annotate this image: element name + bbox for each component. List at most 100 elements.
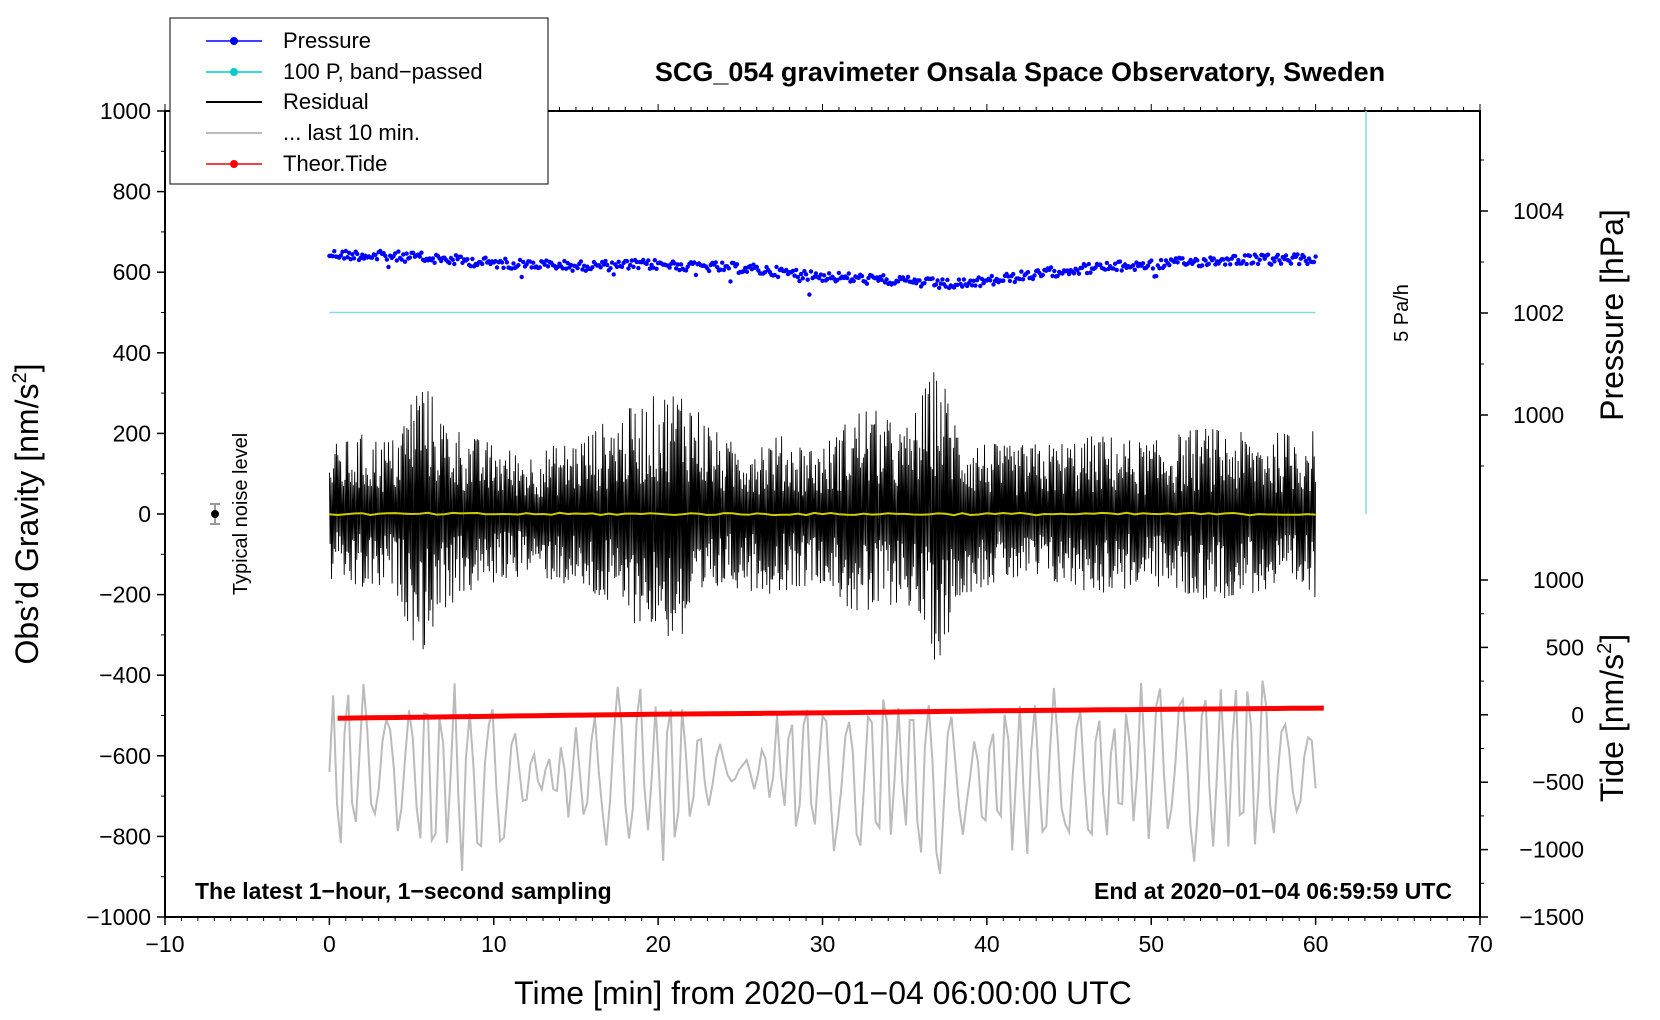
pressure-point <box>1257 257 1262 262</box>
pressure-point <box>598 265 603 270</box>
pressure-point <box>1265 252 1271 257</box>
pressure-point <box>1313 254 1318 259</box>
noise-level-label: Typical noise level <box>230 433 252 595</box>
pressure-point <box>971 278 976 283</box>
pressure-point <box>937 285 942 290</box>
pressure-point <box>1175 260 1180 265</box>
pressure-point <box>407 255 413 260</box>
y-axis-left-label-main: Obs’d Gravity [nm/s <box>9 384 45 665</box>
legend-label-pressure: Pressure <box>283 28 371 53</box>
pressure-point <box>517 257 523 263</box>
pressure-point <box>453 253 459 258</box>
pressure-point <box>603 258 608 264</box>
pressure-point <box>527 259 533 264</box>
pressure-point <box>734 262 740 267</box>
pressure-point <box>813 271 819 276</box>
pressure-point <box>470 256 475 262</box>
pressure-point <box>647 266 653 271</box>
pressure-point <box>797 278 802 284</box>
x-tick-label: 0 <box>323 931 336 957</box>
pressure-point <box>988 278 993 283</box>
pressure-point <box>1012 279 1017 285</box>
pressure-point <box>812 274 817 280</box>
pressure-point <box>1226 257 1231 262</box>
pressure-point <box>624 259 630 264</box>
pressure-point <box>458 254 464 259</box>
pressure-point <box>580 267 585 272</box>
legend-item-last10: ... last 10 min. <box>206 120 420 145</box>
pressure-point <box>807 292 812 297</box>
pressure-point <box>718 267 723 272</box>
y-left-tick-label: 1000 <box>100 98 151 124</box>
pressure-point <box>516 263 521 268</box>
pressure-point <box>343 248 348 254</box>
x-tick-label: 50 <box>1138 931 1164 957</box>
pressure-point <box>1211 256 1216 261</box>
pressure-point <box>1234 261 1239 266</box>
pressure-point <box>728 279 733 284</box>
pressure-point <box>1131 263 1136 268</box>
pressure-tick-label: 1004 <box>1513 198 1564 224</box>
pressure-point <box>905 274 911 280</box>
pressure-point <box>636 265 641 271</box>
pressure-point <box>790 268 796 274</box>
pressure-point <box>1025 270 1031 275</box>
pressure-point <box>1111 266 1116 271</box>
pressure-point <box>1254 254 1259 260</box>
series-residual-smoothed <box>329 511 1316 517</box>
pressure-point <box>674 266 679 271</box>
pressure-point <box>348 257 353 262</box>
pressure-point <box>1084 270 1090 276</box>
pressure-point <box>672 261 677 266</box>
pressure-point <box>956 277 962 282</box>
y-axis-tide-label-sup: 2 <box>1594 643 1616 654</box>
pressure-point <box>826 271 832 276</box>
y-axis-left-label: Obs’d Gravity [nm/s2] <box>9 364 45 665</box>
pressure-point <box>1242 253 1248 258</box>
pressure-point <box>619 264 625 269</box>
x-tick-label: 30 <box>810 931 836 957</box>
pressure-point <box>1149 258 1154 263</box>
pressure-point <box>570 268 575 273</box>
pressure-point <box>519 274 524 280</box>
pressure-point <box>499 260 505 265</box>
pressure-point <box>955 282 960 288</box>
tide-tick-label: 1000 <box>1533 567 1584 593</box>
pressure-point <box>330 254 335 259</box>
pressure-point <box>851 278 856 284</box>
pressure-point <box>845 275 850 281</box>
pressure-point <box>575 265 580 271</box>
pressure-point <box>562 258 567 264</box>
pressure-point <box>930 276 935 281</box>
x-tick-label: −10 <box>145 931 184 957</box>
pressure-point <box>1093 265 1098 270</box>
pressure-point <box>784 267 789 273</box>
pressure-point <box>749 267 754 272</box>
pressure-point <box>616 259 621 264</box>
pressure-point <box>468 263 473 269</box>
pressure-point <box>1162 263 1167 268</box>
tide-tick-label: 500 <box>1546 634 1584 660</box>
y-axis-tide-label: Tide [nm/s2] <box>1594 634 1630 802</box>
pressure-point <box>1157 266 1162 271</box>
pressure-point <box>744 269 750 274</box>
pressure-point <box>713 260 718 265</box>
pressure-point <box>1098 262 1103 267</box>
chart-title: SCG_054 gravimeter Onsala Space Observat… <box>655 57 1385 87</box>
pressure-point <box>683 268 689 273</box>
pressure-point <box>1275 252 1281 258</box>
pressure-point <box>1052 268 1057 274</box>
pressure-point <box>1050 273 1055 279</box>
pressure-point <box>945 277 950 283</box>
pressure-point <box>762 270 768 275</box>
pressure-point <box>1103 267 1108 272</box>
pressure-point <box>803 272 809 277</box>
pressure-point <box>978 283 983 289</box>
tide-tick-label: −1500 <box>1519 904 1584 930</box>
series-tide-line <box>337 705 1324 721</box>
pressure-point <box>608 266 613 271</box>
pressure-point <box>1122 262 1128 267</box>
pressure-point <box>979 276 985 282</box>
pressure-point <box>1260 253 1266 258</box>
pressure-point <box>1007 278 1013 284</box>
